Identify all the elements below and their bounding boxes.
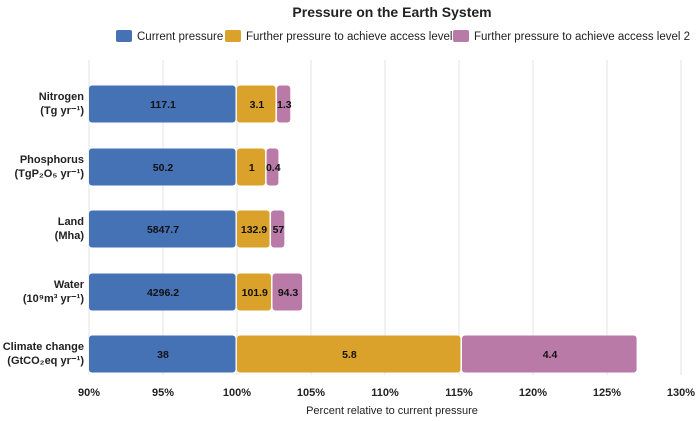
category-unit-label: (Mha) [55, 230, 85, 242]
bar-value-label: 1 [249, 162, 255, 174]
legend-entry: Current pressure [137, 31, 223, 43]
bar-further-pressure-to-achieve-access-level-1 [237, 335, 461, 373]
x-tick-label: 90% [78, 387, 100, 399]
x-tick-label: 110% [371, 387, 399, 399]
legend-entry: Further pressure to achieve access level… [474, 31, 690, 43]
category-unit-label: (Tg yr⁻¹) [40, 105, 84, 117]
legend-entry: Further pressure to achieve access level… [246, 31, 462, 43]
category-unit-label: (TgP₂O₅ yr⁻¹) [14, 168, 84, 180]
bar-value-label: 94.3 [278, 287, 299, 299]
bar-further-pressure-to-achieve-access-level-2 [271, 210, 285, 248]
bar-current-pressure [89, 335, 236, 373]
bar-value-label: 101.9 [242, 287, 268, 299]
bar-current-pressure [89, 273, 236, 311]
bar-value-label: 1.3 [277, 99, 292, 111]
x-tick-label: 120% [519, 387, 547, 399]
legend: Current pressure Further pressure to achi… [116, 30, 690, 43]
bar-current-pressure [89, 148, 236, 186]
bar-further-pressure-to-achieve-access-level-2 [272, 273, 303, 311]
bar-further-pressure-to-achieve-access-level-1 [237, 148, 266, 186]
bar-further-pressure-to-achieve-access-level-2 [266, 148, 279, 186]
category-label: Phosphorus [20, 154, 84, 166]
category-unit-label: (10⁹m³ yr⁻¹) [23, 293, 84, 305]
bars: 117.1 3.1 1.3 50.2 1 0.4 5847.7 132.9 57 4296.2 10… [89, 85, 637, 373]
category-labels: Nitrogen (Tg yr⁻¹) Phosphorus (TgP₂O₅ yr⁻¹)… [3, 91, 85, 367]
bar-value-label: 5847.7 [147, 224, 179, 236]
x-tick-label: 125% [593, 387, 621, 399]
x-tick-label: 115% [445, 387, 473, 399]
x-tick-label: 95% [152, 387, 174, 399]
bar-value-label: 38 [157, 349, 169, 361]
chart-title: Pressure on the Earth System [292, 4, 491, 20]
category-label: Land [58, 216, 84, 228]
bar-value-label: 57 [273, 224, 285, 236]
bar-current-pressure [89, 210, 236, 248]
bar-further-pressure-to-achieve-access-level-2 [276, 85, 291, 123]
legend-swatch [116, 30, 132, 42]
category-unit-label: (GtCO₂eq yr⁻¹) [7, 355, 84, 367]
x-tick-label: 100% [223, 387, 251, 399]
bar-value-label: 0.4 [266, 162, 281, 174]
legend-swatch [225, 30, 241, 42]
bar-current-pressure [89, 85, 236, 123]
bar-value-label: 117.1 [150, 99, 176, 111]
category-label: Nitrogen [39, 91, 85, 103]
bar-further-pressure-to-achieve-access-level-1 [237, 85, 276, 123]
x-tick-labels: 90% 95% 100% 105% 110% 115% 120% 125% 130% [78, 387, 695, 399]
category-label: Climate change [3, 341, 84, 353]
bar-value-label: 132.9 [241, 224, 267, 236]
bar-value-label: 4296.2 [147, 287, 179, 299]
bar-value-label: 3.1 [250, 99, 265, 111]
category-label: Water [54, 279, 85, 291]
legend-swatch [453, 30, 469, 42]
bar-value-label: 4.4 [543, 349, 558, 361]
x-tick-label: 105% [297, 387, 325, 399]
x-axis-label: Percent relative to current pressure [306, 405, 478, 417]
bar-further-pressure-to-achieve-access-level-2 [461, 335, 637, 373]
bar-further-pressure-to-achieve-access-level-1 [237, 210, 270, 248]
x-tick-label: 130% [667, 387, 695, 399]
bar-value-label: 50.2 [153, 162, 174, 174]
bar-further-pressure-to-achieve-access-level-1 [237, 273, 272, 311]
bar-value-label: 5.8 [342, 349, 357, 361]
